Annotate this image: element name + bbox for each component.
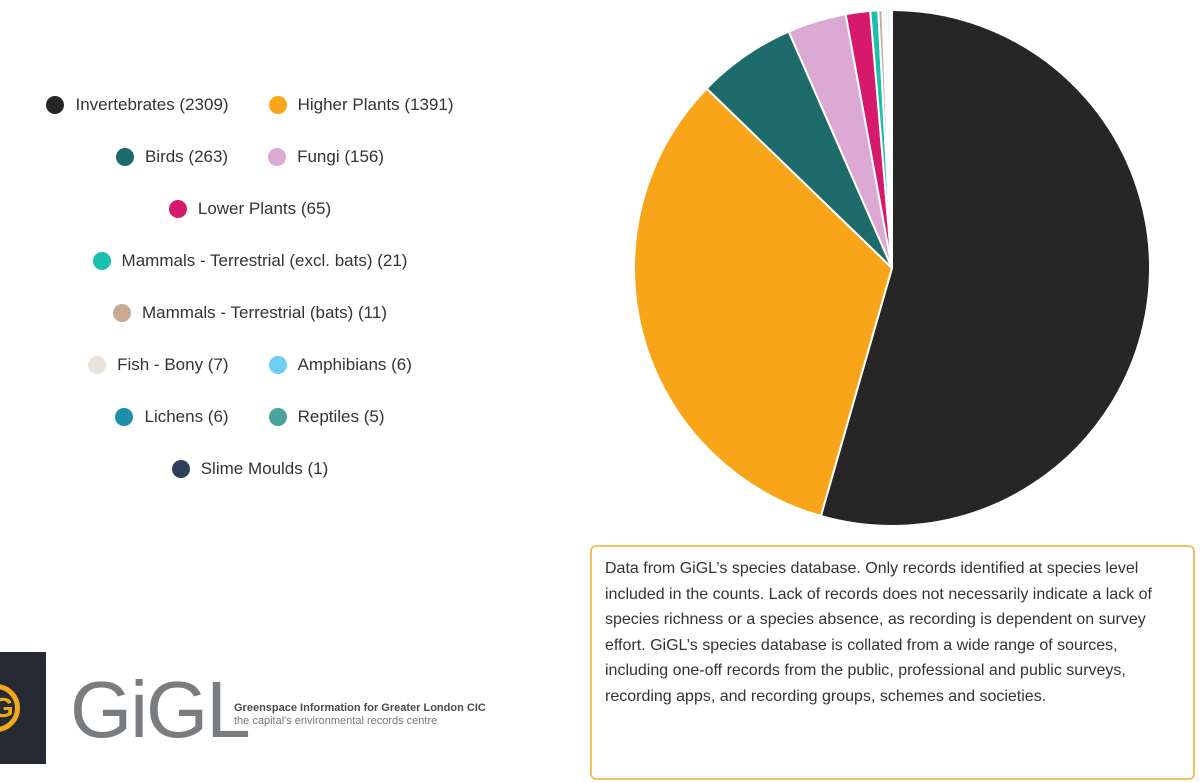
legend-swatch [46, 96, 65, 114]
legend-entry: Mammals - Terrestrial (bats) (11) [113, 303, 387, 323]
legend-entry: Lower Plants (65) [168, 199, 332, 219]
legend-entry: Birds (263) [115, 147, 229, 167]
logo-wordmark: GiGL [70, 665, 251, 754]
legend-entry: Slime Moulds (1) [171, 459, 329, 479]
legend-label: Lichens (6) [144, 407, 229, 426]
legend-row: Lower Plants (65) [0, 196, 500, 222]
pie-chart [633, 8, 1151, 527]
legend-swatch [268, 408, 287, 426]
legend-row: Lichens (6) Reptiles (5) [0, 404, 500, 430]
legend-entry: Higher Plants (1391) [268, 95, 454, 115]
legend-swatch [268, 356, 287, 374]
legend-label: Fish - Bony (7) [117, 355, 229, 374]
legend-label: Fungi (156) [297, 147, 385, 166]
logo-mark-letter: G [0, 692, 14, 723]
legend-label: Invertebrates (2309) [75, 95, 229, 114]
logo-tagline-name: Greenspace Information for Greater Londo… [234, 702, 486, 714]
legend-entry: Fungi (156) [268, 147, 384, 167]
pie-slice [633, 87, 893, 518]
legend-swatch [268, 96, 287, 114]
chart-legend: Invertebrates (2309) Higher Plants (1391)… [0, 92, 500, 508]
legend-label: Reptiles (5) [297, 407, 385, 426]
legend-label: Mammals - Terrestrial (excl. bats) (21) [121, 251, 408, 270]
legend-label: Birds (263) [144, 147, 229, 166]
legend-swatch [88, 356, 107, 374]
legend-swatch [113, 304, 132, 322]
logo-mark: G [0, 652, 46, 764]
legend-entry: Invertebrates (2309) [46, 95, 229, 115]
legend-label: Slime Moulds (1) [200, 459, 329, 478]
legend-label: Mammals - Terrestrial (bats) (11) [142, 303, 387, 322]
logo-tagline-subtitle: the capital's environmental records cent… [234, 715, 438, 727]
legend-label: Higher Plants (1391) [297, 95, 454, 114]
legend-row: Mammals - Terrestrial (excl. bats) (21) [0, 248, 500, 274]
legend-entry: Mammals - Terrestrial (excl. bats) (21) [92, 251, 408, 271]
legend-label: Lower Plants (65) [197, 199, 332, 218]
legend-entry: Reptiles (5) [268, 407, 385, 427]
legend-swatch [92, 252, 111, 270]
legend-row: Invertebrates (2309) Higher Plants (1391) [0, 92, 500, 118]
legend-entry: Lichens (6) [115, 407, 229, 427]
legend-entry: Amphibians (6) [268, 355, 412, 375]
legend-swatch [268, 148, 287, 166]
legend-row: Slime Moulds (1) [0, 456, 500, 482]
legend-row: Birds (263) Fungi (156) [0, 144, 500, 170]
legend-swatch [171, 460, 190, 478]
legend-entry: Fish - Bony (7) [88, 355, 229, 375]
data-source-note: Data from GiGL’s species database. Only … [590, 545, 1195, 780]
gigl-logo: G GiGL Greenspace Information for Greate… [0, 652, 580, 764]
logo-tagline: Greenspace Information for Greater Londo… [234, 702, 486, 728]
legend-swatch [168, 200, 187, 218]
pie-slice [819, 9, 1151, 527]
legend-row: Fish - Bony (7) Amphibians (6) [0, 352, 500, 378]
legend-swatch [115, 148, 134, 166]
legend-swatch [115, 408, 134, 426]
legend-label: Amphibians (6) [297, 355, 412, 374]
legend-row: Mammals - Terrestrial (bats) (11) [0, 300, 500, 326]
